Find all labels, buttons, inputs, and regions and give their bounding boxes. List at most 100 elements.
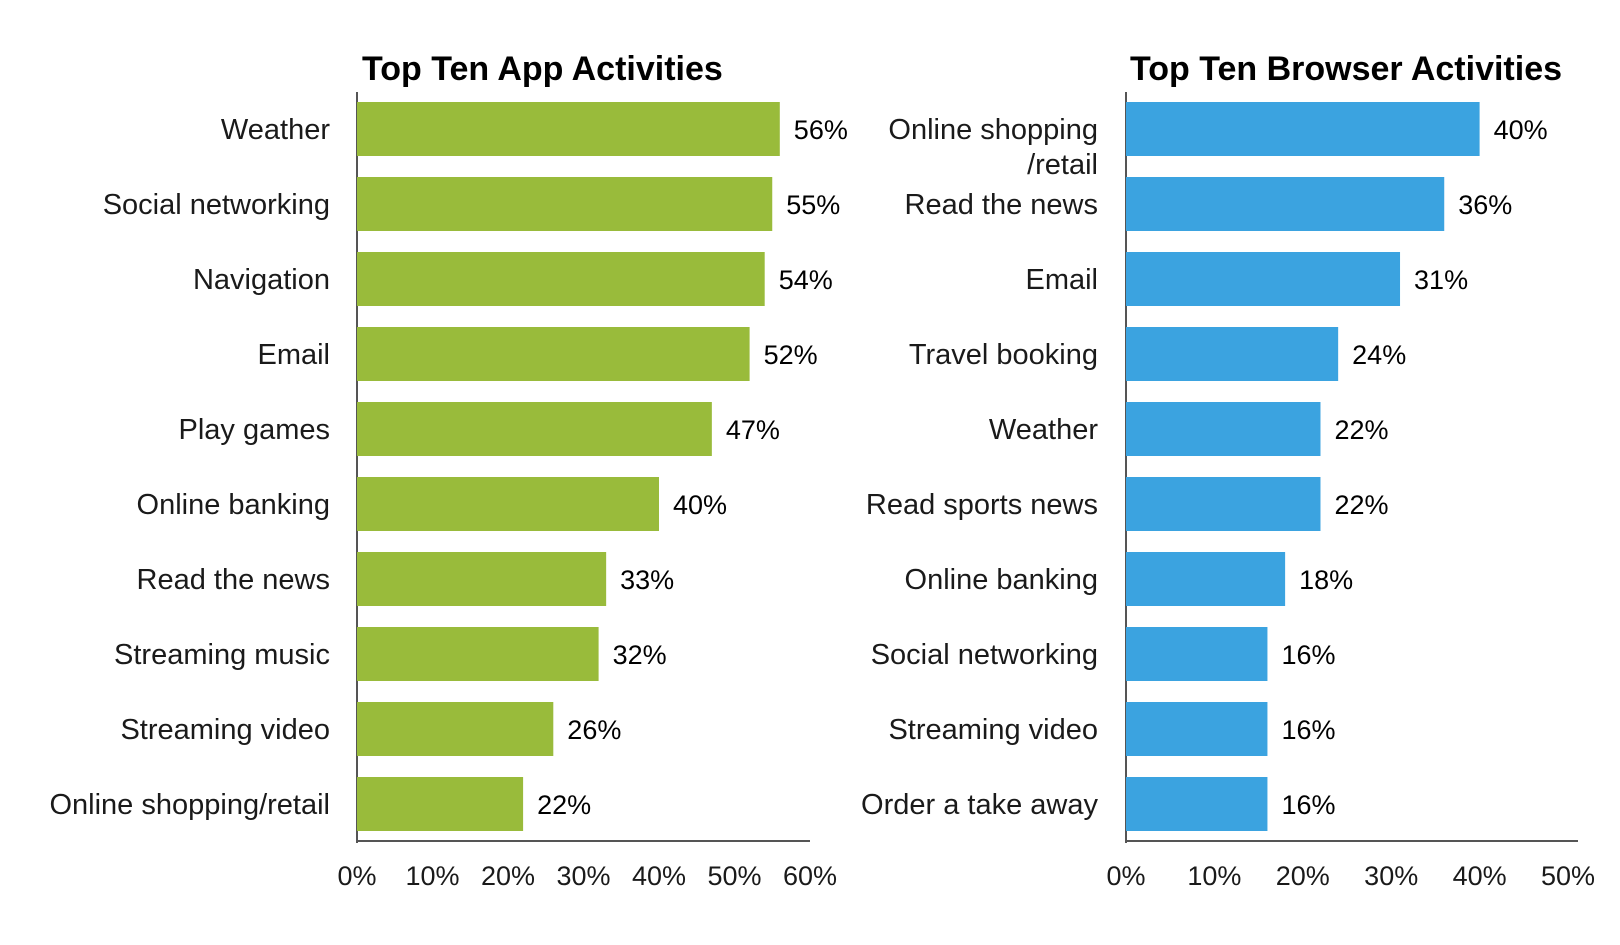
app-category-label-line: Read the news bbox=[137, 564, 330, 596]
app-bar bbox=[357, 477, 659, 531]
browser-value-label: 16% bbox=[1281, 640, 1335, 670]
browser-value-label: 16% bbox=[1281, 715, 1335, 745]
browser-category-label: Streaming video bbox=[888, 714, 1098, 746]
browser-category-label-line: Social networking bbox=[871, 639, 1098, 671]
app-category-label-line: Online shopping/retail bbox=[49, 789, 330, 821]
app-category-label-line: Online banking bbox=[137, 489, 330, 521]
browser-category-label-line: Email bbox=[1025, 264, 1098, 296]
browser-value-label: 22% bbox=[1334, 490, 1388, 520]
chart-title-browser: Top Ten Browser Activities bbox=[1130, 50, 1562, 88]
app-bar bbox=[357, 177, 773, 231]
browser-category-label: Email bbox=[1025, 264, 1098, 296]
browser-value-label: 36% bbox=[1458, 190, 1512, 220]
app-x-tick-label: 50% bbox=[707, 861, 761, 891]
browser-x-tick-label: 0% bbox=[1106, 861, 1145, 891]
app-bar bbox=[357, 102, 780, 156]
browser-value-label: 22% bbox=[1334, 415, 1388, 445]
browser-category-label: Social networking bbox=[871, 639, 1098, 671]
browser-category-label-line: Travel booking bbox=[909, 339, 1098, 371]
app-category-label-line: Streaming music bbox=[114, 639, 330, 671]
app-x-tick-label: 0% bbox=[337, 861, 376, 891]
app-x-tick-label: 60% bbox=[783, 861, 837, 891]
browser-bar bbox=[1126, 477, 1321, 531]
app-x-tick-label: 20% bbox=[481, 861, 535, 891]
browser-category-label: Online shopping/retail bbox=[888, 114, 1098, 181]
app-category-label: Online shopping/retail bbox=[49, 789, 330, 821]
app-value-label: 55% bbox=[786, 190, 840, 220]
app-value-label: 22% bbox=[537, 790, 591, 820]
app-x-tick-label: 10% bbox=[405, 861, 459, 891]
app-category-label: Social networking bbox=[103, 189, 330, 221]
app-category-label: Email bbox=[257, 339, 330, 371]
browser-x-tick-label: 50% bbox=[1541, 861, 1595, 891]
browser-bar bbox=[1126, 327, 1339, 381]
app-bar bbox=[357, 702, 554, 756]
browser-x-tick-label: 30% bbox=[1364, 861, 1418, 891]
app-bar bbox=[357, 402, 712, 456]
app-bar bbox=[357, 552, 607, 606]
browser-category-label-line: Weather bbox=[989, 414, 1098, 446]
browser-bar bbox=[1126, 102, 1480, 156]
browser-category-label: Order a take away bbox=[861, 789, 1098, 821]
app-value-label: 26% bbox=[567, 715, 621, 745]
app-bar bbox=[357, 327, 750, 381]
app-category-label-line: Streaming video bbox=[120, 714, 330, 746]
app-category-label-line: Navigation bbox=[193, 264, 330, 296]
browser-bar bbox=[1126, 552, 1286, 606]
browser-category-label: Weather bbox=[989, 414, 1098, 446]
app-category-label-line: Weather bbox=[221, 114, 330, 146]
browser-bar bbox=[1126, 627, 1268, 681]
browser-category-label-line: /retail bbox=[1027, 149, 1098, 181]
app-category-label: Streaming music bbox=[114, 639, 330, 671]
browser-category-label: Read the news bbox=[905, 189, 1098, 221]
browser-category-label: Read sports news bbox=[866, 489, 1098, 521]
browser-bar bbox=[1126, 252, 1401, 306]
browser-category-label-line: Order a take away bbox=[861, 789, 1098, 821]
app-x-tick-label: 30% bbox=[556, 861, 610, 891]
browser-value-label: 24% bbox=[1352, 340, 1406, 370]
app-x-tick-label: 40% bbox=[632, 861, 686, 891]
browser-bar bbox=[1126, 177, 1445, 231]
browser-category-label-line: Read the news bbox=[905, 189, 1098, 221]
app-bar bbox=[357, 252, 765, 306]
browser-category-label: Online banking bbox=[905, 564, 1098, 596]
browser-value-label: 18% bbox=[1299, 565, 1353, 595]
app-bar bbox=[357, 627, 599, 681]
chart-title-app: Top Ten App Activities bbox=[362, 50, 723, 88]
browser-bar bbox=[1126, 402, 1321, 456]
browser-category-label-line: Streaming video bbox=[888, 714, 1098, 746]
browser-x-tick-label: 40% bbox=[1453, 861, 1507, 891]
app-value-label: 54% bbox=[779, 265, 833, 295]
app-category-label: Navigation bbox=[193, 264, 330, 296]
browser-category-label-line: Online shopping bbox=[888, 114, 1098, 146]
app-category-label-line: Play games bbox=[178, 414, 330, 446]
app-category-label: Online banking bbox=[137, 489, 330, 521]
app-bar bbox=[357, 777, 524, 831]
app-value-label: 32% bbox=[613, 640, 667, 670]
browser-bar bbox=[1126, 702, 1268, 756]
browser-x-tick-label: 10% bbox=[1187, 861, 1241, 891]
browser-bar bbox=[1126, 777, 1268, 831]
browser-value-label: 40% bbox=[1494, 115, 1548, 145]
browser-value-label: 16% bbox=[1281, 790, 1335, 820]
app-category-label: Weather bbox=[221, 114, 330, 146]
app-category-label: Streaming video bbox=[120, 714, 330, 746]
browser-category-label-line: Online banking bbox=[905, 564, 1098, 596]
app-value-label: 47% bbox=[726, 415, 780, 445]
app-category-label-line: Social networking bbox=[103, 189, 330, 221]
app-category-label: Read the news bbox=[137, 564, 330, 596]
browser-category-label-line: Read sports news bbox=[866, 489, 1098, 521]
browser-x-tick-label: 20% bbox=[1276, 861, 1330, 891]
app-category-label-line: Email bbox=[257, 339, 330, 371]
app-value-label: 56% bbox=[794, 115, 848, 145]
app-activities-chart: Top Ten App Activities Weather 56% Social … bbox=[49, 50, 847, 891]
browser-activities-chart: Top Ten Browser Activities Online shoppi… bbox=[861, 50, 1595, 891]
browser-value-label: 31% bbox=[1414, 265, 1468, 295]
app-value-label: 33% bbox=[620, 565, 674, 595]
app-value-label: 40% bbox=[673, 490, 727, 520]
app-category-label: Play games bbox=[178, 414, 330, 446]
browser-category-label: Travel booking bbox=[909, 339, 1098, 371]
app-value-label: 52% bbox=[764, 340, 818, 370]
